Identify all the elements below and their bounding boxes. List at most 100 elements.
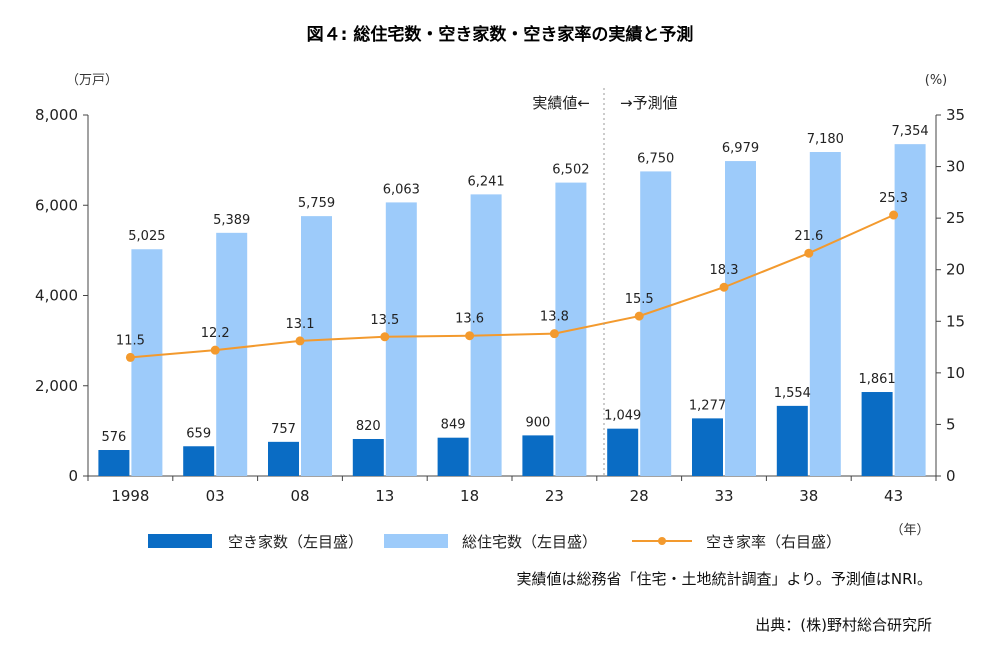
vacancy-rate-point [380,332,390,342]
vacancy-rate-point [549,329,559,339]
left-axis-tick-label: 0 [68,467,78,485]
vacancy-rate-point [210,345,220,355]
data-label-vacancy-rate: 13.5 [370,313,399,328]
legend-swatch-vacancy-rate-marker [658,537,666,545]
vacancy-rate-line [130,214,895,359]
data-label-vacancy-rate: 12.2 [201,326,230,341]
bar-total-housing [725,161,756,476]
data-label-vacancy-rate: 15.5 [625,292,654,307]
right-axis-tick-label: 20 [946,261,965,279]
bar-vacant-houses [98,450,130,476]
bar-vacant-houses [522,435,554,476]
data-label-vacant-houses: 1,049 [604,409,641,424]
data-label-vacancy-rate: 13.8 [540,310,569,325]
bar-total-housing [640,171,672,476]
x-axis-tick-label: 1998 [111,487,149,505]
vacancy-rate-point [295,336,305,346]
bar-total-housing [894,144,926,476]
right-axis-tick-label: 15 [946,312,965,330]
legend-swatch-total-housing [384,534,448,548]
data-label-vacant-houses: 1,861 [858,372,895,387]
bar-total-housing [809,152,841,476]
axes: 0 2,000 4,000 6,000 8,000 0 5 10 15 20 25 30 35 1998 0… [35,106,965,505]
x-axis-tick-label: 23 [545,487,564,505]
data-label-total-housing: 7,180 [807,132,844,147]
vacancy-rate-point [719,282,729,292]
left-axis-unit: （万戸） [66,73,118,88]
bar-total-housing [216,232,248,476]
right-axis-tick-label: 0 [946,467,956,485]
data-note: 実績値は総務省「住宅・土地統計調査」より。予測値はNRI。 [517,570,932,588]
bar-vacant-houses [437,437,469,476]
vacancy-rate-point [634,311,644,321]
vacancy-rate-point [889,210,899,220]
legend-label-vacant-houses: 空き家数（左目盛） [228,533,363,551]
left-axis-tick-label: 2,000 [35,377,78,395]
left-axis-tick-label: 8,000 [35,106,78,124]
bar-total-housing [385,202,417,477]
data-label-vacant-houses: 849 [441,418,466,433]
chart-title: 図４: 総住宅数・空き家数・空き家率の実績と予測 [307,24,694,45]
bars [98,144,926,477]
data-label-total-housing: 6,979 [722,141,759,156]
bar-vacant-houses [352,438,384,476]
data-label-vacancy-rate: 21.6 [794,229,823,244]
legend: 空き家数（左目盛） 総住宅数（左目盛） 空き家率（右目盛） [148,533,841,551]
data-label-total-housing: 6,750 [637,151,674,166]
data-label-total-housing: 7,354 [891,124,928,139]
bar-vacant-houses [861,392,893,476]
right-axis-tick-label: 5 [946,415,956,433]
bar-vacant-houses [776,405,808,476]
vacancy-rate-point [465,331,475,341]
legend-swatch-vacant-houses [148,534,212,548]
data-label-total-housing: 6,241 [467,174,504,189]
data-label-vacant-houses: 659 [186,426,211,441]
x-axis-unit: （年） [890,523,929,538]
data-label-vacancy-rate: 13.6 [455,312,484,327]
right-axis-tick-label: 30 [946,158,965,176]
bar-vacant-houses [183,446,215,476]
data-label-total-housing: 6,063 [383,182,420,197]
bar-vacant-houses [607,428,639,476]
x-axis-tick-label: 08 [290,487,309,505]
legend-label-total-housing: 総住宅数（左目盛） [462,533,597,551]
data-label-vacancy-rate: 11.5 [116,333,145,348]
data-label-vacant-houses: 757 [271,422,296,437]
data-label-total-housing: 5,025 [128,229,165,244]
x-axis-tick-label: 38 [799,487,818,505]
data-label-vacant-houses: 1,277 [689,398,726,413]
phase-actual-label: 実績値← [532,94,590,112]
bar-total-housing [301,216,332,476]
x-axis-tick-label: 13 [375,487,394,505]
data-label-vacant-houses: 1,554 [774,386,811,401]
right-axis-unit: (%) [925,73,948,88]
bar-vacant-houses [268,441,299,476]
left-axis-tick-label: 4,000 [35,287,78,305]
right-axis-tick-label: 35 [946,106,965,124]
data-label-vacant-houses: 576 [101,430,126,445]
data-label-vacant-houses: 900 [525,415,550,430]
vacancy-rate-point [804,248,814,258]
source-credit: 出典：(株)野村総合研究所 [755,616,932,634]
data-labels: 576 5,025 659 5,389 757 5,759 820 6,063 849 6,241… [101,124,928,445]
data-label-total-housing: 6,502 [552,163,589,178]
bar-vacant-houses [692,418,723,476]
left-axis-tick-label: 6,000 [35,196,78,214]
data-label-total-housing: 5,759 [298,196,335,211]
data-label-vacancy-rate: 13.1 [286,317,315,332]
data-label-vacancy-rate: 18.3 [710,263,739,278]
right-axis-tick-label: 25 [946,209,965,227]
phase-forecast-label: →予測値 [620,94,678,112]
data-label-vacant-houses: 820 [356,419,381,434]
x-axis-tick-label: 18 [460,487,479,505]
legend-label-vacancy-rate: 空き家率（右目盛） [706,533,841,551]
x-axis-tick-label: 28 [630,487,649,505]
vacancy-rate-point [125,352,135,362]
data-label-total-housing: 5,389 [213,213,250,228]
x-axis-tick-label: 33 [714,487,733,505]
bar-total-housing [131,249,163,476]
rate-line [125,210,899,362]
x-axis-tick-label: 03 [206,487,225,505]
x-axis-tick-label: 43 [884,487,903,505]
